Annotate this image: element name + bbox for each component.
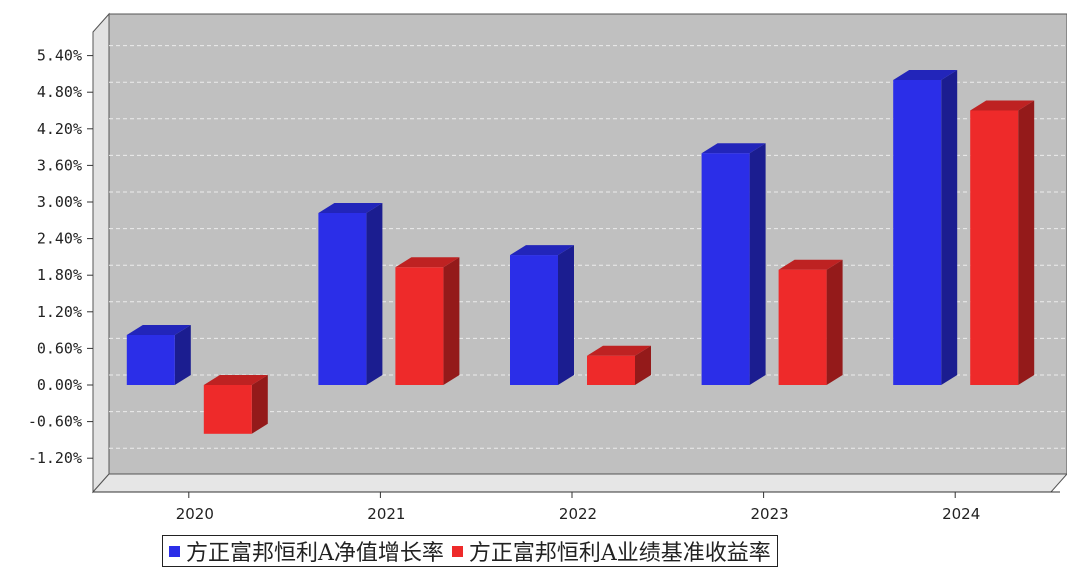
bar-side [251,375,268,434]
legend-label-nav-growth: 方正富邦恒利A净值增长率 [186,541,444,566]
bar-side [749,143,766,385]
y-tick-label: 0.60% [37,339,82,357]
bar-front [126,334,175,385]
x-axis-ticks: 2020 2021 2022 2023 2024 [176,492,980,523]
bar-2022-series-1 [510,245,574,385]
bar-2024-series-1 [893,70,958,385]
y-tick-label: 1.20% [37,303,82,321]
bar-top [970,100,1035,111]
y-tick-label: 1.80% [37,266,82,284]
y-tick-label: 5.40% [37,47,82,65]
x-tick-label: 2023 [751,505,789,523]
legend-swatch-blue [169,545,180,557]
bar-top [778,259,843,270]
y-axis-ticks: 5.40% 4.80% 4.20% 3.60% 3.00% 2.40% 1.80% 1.20%… [28,47,93,467]
bar-side [941,70,958,385]
bar-front [203,385,252,434]
bar-side [826,259,843,385]
bar-front [778,269,827,385]
bar-side [635,345,651,385]
bars [126,70,1035,434]
bar-side [558,245,574,385]
y-tick-label: 3.60% [37,156,82,174]
bar-side [443,257,460,385]
bar-front [318,212,367,385]
bar-2023-series-1 [701,143,766,385]
bar-side [366,202,383,385]
bar-front [970,110,1019,385]
x-tick-label: 2024 [942,505,980,523]
bar-2022-series-2 [587,345,651,385]
legend-item-nav-growth: 方正富邦恒利A净值增长率 [169,535,444,567]
legend-swatch-red [451,545,463,557]
legend-label-benchmark: 方正富邦恒利A业绩基准收益率 [468,541,771,566]
bar-side [174,324,191,385]
bar-top [126,324,191,335]
bar-2024-series-2 [970,100,1035,385]
bar-2023-series-2 [778,259,843,385]
y-tick-label: -1.20% [28,449,82,467]
bar-2020-series-1 [126,324,191,385]
bar-top [587,345,651,356]
y-tick-label: 4.20% [37,120,82,138]
plot-side-wall [92,12,110,494]
bar-top [893,70,958,80]
bar-top [701,143,766,154]
bar-top [510,245,574,256]
bar-front [587,355,635,385]
bar-2020-series-2 [203,375,268,434]
bar-front [893,80,942,385]
y-tick-label: 0.00% [37,376,82,394]
y-tick-label: 4.80% [37,83,82,101]
x-tick-label: 2020 [176,505,214,523]
bar-top [395,257,460,268]
y-tick-label: 2.40% [37,230,82,248]
bar-side [1018,100,1035,385]
x-tick-label: 2022 [559,505,597,523]
bar-top [203,375,268,385]
bar-top [318,202,383,213]
bar-front [510,255,558,385]
bar-front [701,153,750,385]
y-tick-label: -0.60% [28,413,82,431]
x-tick-label: 2021 [367,505,405,523]
bar-2021-series-2 [395,257,460,385]
plot-floor [91,473,1067,493]
bar-2021-series-1 [318,202,383,385]
legend: 方正富邦恒利A净值增长率 方正富邦恒利A业绩基准收益率 [162,535,778,567]
bar-front [395,267,444,385]
y-tick-label: 3.00% [37,193,82,211]
legend-item-benchmark: 方正富邦恒利A业绩基准收益率 [451,535,771,567]
